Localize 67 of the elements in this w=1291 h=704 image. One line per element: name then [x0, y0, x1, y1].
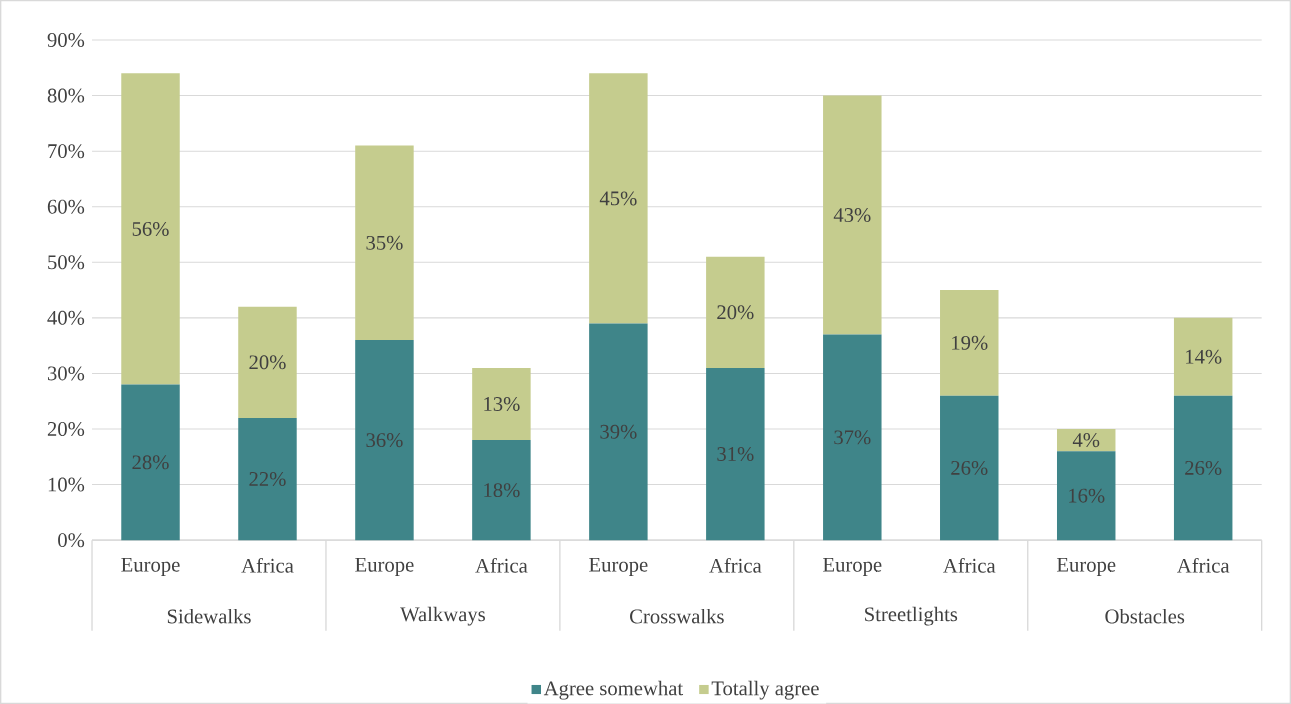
bar	[706, 256, 765, 368]
y-tick-label: 10%	[48, 477, 85, 492]
x-tick-label: Europe	[355, 557, 414, 576]
bar	[472, 367, 531, 441]
bar	[1173, 395, 1233, 541]
x-tick-label: Africa	[475, 557, 528, 573]
legend-label: Agree somewhat	[543, 680, 684, 700]
y-tick-label: 40%	[47, 310, 85, 325]
bar	[589, 323, 648, 541]
data-label: 37%	[834, 430, 871, 445]
x-tick-label: Africa	[1177, 557, 1230, 573]
data-label: 18%	[484, 483, 520, 498]
bar	[706, 367, 765, 541]
legend-label: Totally agree	[711, 680, 819, 700]
y-tick-label: 60%	[47, 199, 85, 214]
x-tick-label: Europe	[589, 557, 648, 576]
data-label: 39%	[600, 424, 637, 439]
y-tick-label: 30%	[47, 366, 85, 381]
x-tick-label: Europe	[121, 557, 180, 576]
y-tick-label: 50%	[48, 255, 85, 270]
data-label: 13%	[484, 396, 520, 411]
data-label: 22%	[249, 471, 286, 486]
bar	[589, 73, 648, 324]
y-tick-label: 20%	[47, 421, 85, 436]
bar	[355, 145, 414, 340]
data-label: 4%	[1072, 433, 1100, 448]
bar	[1056, 428, 1116, 452]
data-label: 20%	[249, 355, 286, 370]
data-label: 16%	[1069, 488, 1105, 503]
text: Sidewalks	[167, 608, 251, 624]
x-tick-label: Europe	[1056, 557, 1116, 576]
bar	[1173, 317, 1233, 396]
bar	[823, 95, 882, 335]
y-tick-label: 90%	[47, 32, 85, 47]
bar	[1056, 451, 1116, 541]
bar	[940, 395, 999, 541]
data-label: 35%	[366, 235, 403, 250]
bar	[940, 289, 999, 396]
y-tick-label: 80%	[47, 88, 85, 103]
x-tick-label: Europe	[823, 557, 882, 576]
y-tick-label: 0%	[58, 533, 85, 548]
data-label: 26%	[951, 460, 988, 475]
data-label: 28%	[132, 455, 169, 470]
data-label: 31%	[717, 446, 754, 461]
data-label: 26%	[1185, 460, 1222, 475]
y-tick-label: 70%	[48, 144, 85, 159]
data-label: 20%	[717, 305, 754, 320]
data-label: 43%	[833, 207, 871, 222]
x-tick-label: Africa	[943, 557, 996, 573]
text: Crosswalks	[630, 608, 724, 624]
data-label: 45%	[599, 191, 637, 206]
bar	[121, 384, 180, 541]
bar	[121, 73, 180, 385]
x-tick-label: Africa	[709, 557, 762, 573]
bar	[238, 417, 297, 541]
bar	[355, 340, 414, 541]
text: Streetlights	[865, 606, 958, 626]
text: Walkways	[400, 606, 485, 626]
bar	[823, 334, 882, 541]
text: Obstacles	[1105, 608, 1185, 624]
bar	[238, 306, 297, 418]
x-tick-label: Africa	[241, 557, 294, 573]
bar	[472, 440, 531, 541]
data-label: 19%	[952, 335, 988, 350]
data-label: 14%	[1186, 349, 1222, 364]
data-label: 56%	[132, 221, 169, 236]
data-label: 36%	[366, 433, 403, 448]
